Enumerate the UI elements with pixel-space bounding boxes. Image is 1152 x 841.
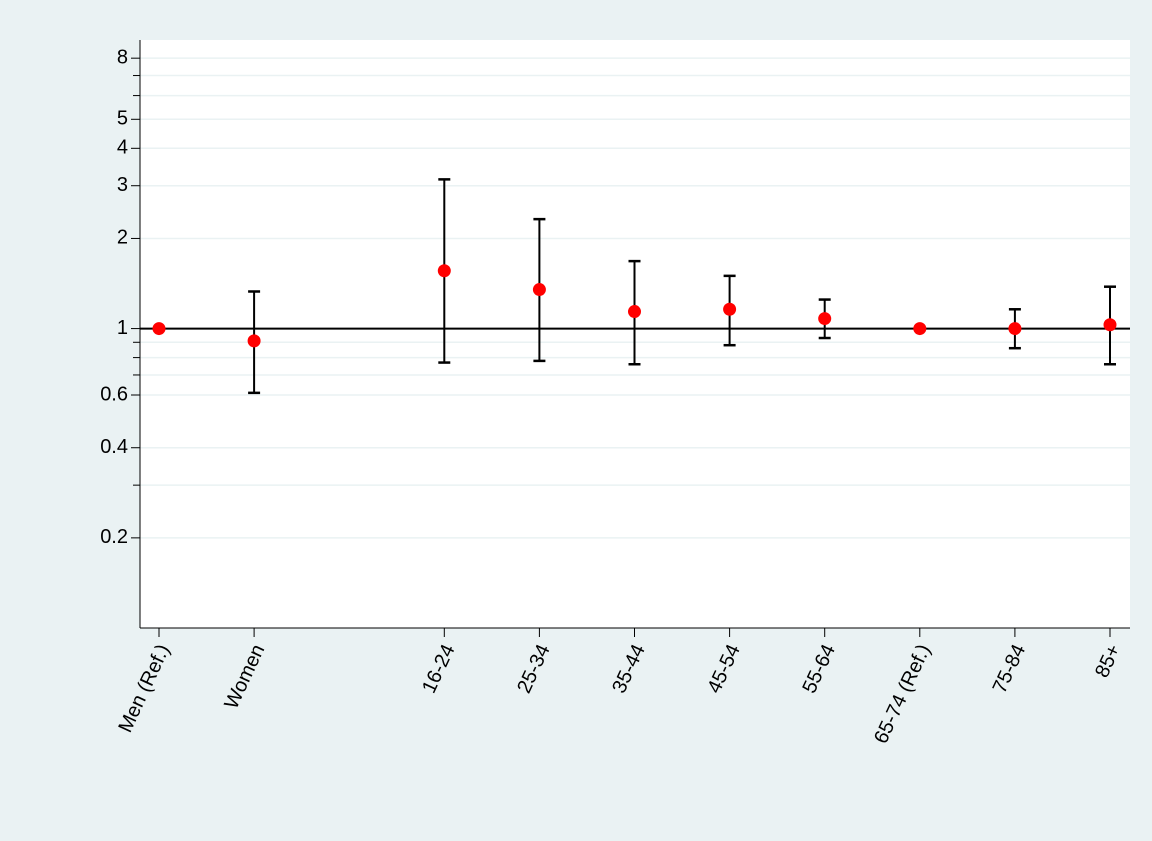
y-tick-label: 0.2 (100, 526, 128, 548)
y-tick-label: 0.4 (100, 436, 128, 458)
y-tick-label: 1 (117, 317, 128, 339)
point (818, 312, 832, 326)
y-tick-label: 8 (117, 46, 128, 68)
point (723, 302, 737, 316)
y-tick-label: 0.6 (100, 383, 128, 405)
point (437, 264, 451, 278)
point (247, 334, 261, 348)
y-tick-label: 5 (117, 108, 128, 130)
y-tick-label: 4 (117, 137, 128, 159)
y-tick-label: 3 (117, 174, 128, 196)
point (532, 283, 546, 297)
point (628, 305, 641, 319)
point (913, 322, 927, 336)
point (152, 322, 166, 336)
point (1008, 322, 1022, 336)
point (1103, 318, 1117, 332)
y-tick-label: 2 (117, 227, 128, 249)
